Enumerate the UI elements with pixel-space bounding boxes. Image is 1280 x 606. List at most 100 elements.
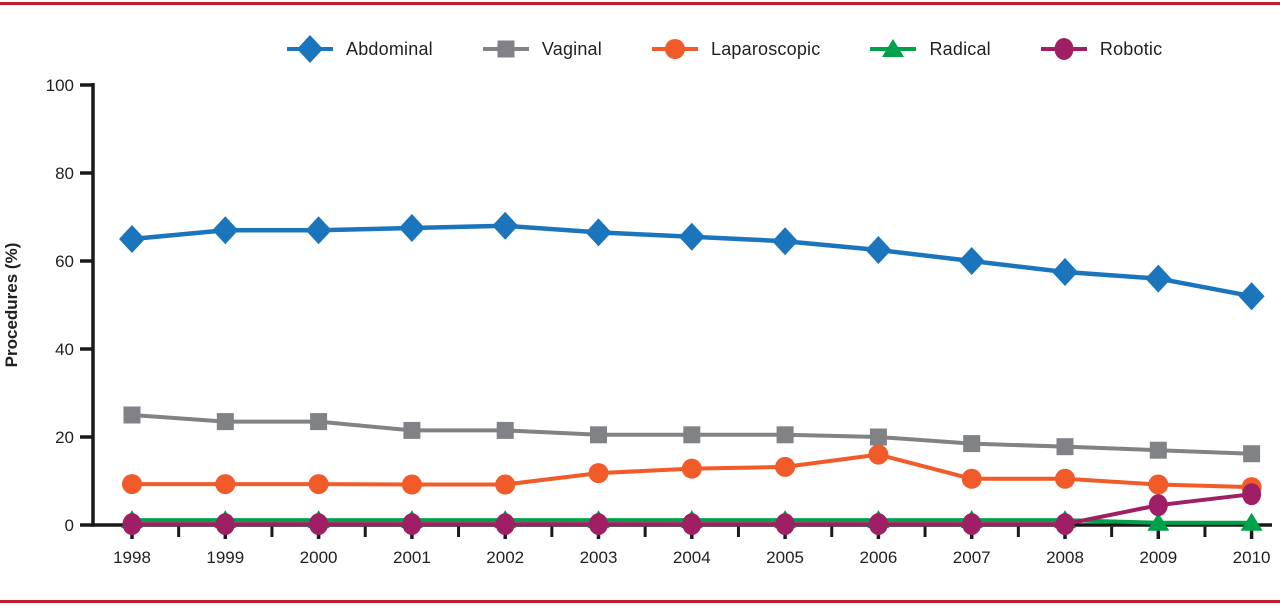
legend-label: Radical bbox=[929, 38, 991, 59]
legend-item-radical: Radical bbox=[870, 34, 991, 64]
legend-label: Robotic bbox=[1099, 38, 1163, 59]
top-border-rule bbox=[0, 2, 1280, 5]
chart-series bbox=[119, 211, 1265, 536]
chart-axes: 0 20 40 60 80 100 1998 1999 2000 2001 2002 2003 2004… bbox=[46, 76, 1272, 567]
x-axis-tick-label: 2007 bbox=[953, 548, 991, 567]
x-axis-tick-label: 2010 bbox=[1233, 548, 1271, 567]
data-point-abdominal-2003 bbox=[585, 218, 612, 247]
legend-marker-triangle-icon bbox=[870, 39, 917, 57]
x-axis-tick-label: 2001 bbox=[393, 548, 431, 567]
data-point-robotic-2003 bbox=[589, 513, 608, 536]
data-point-abdominal-2002 bbox=[492, 211, 519, 240]
data-point-laparoscopic-2002 bbox=[495, 474, 516, 495]
data-point-laparoscopic-2008 bbox=[1055, 468, 1075, 489]
data-point-robotic-2009 bbox=[1148, 494, 1168, 517]
data-point-laparoscopic-2000 bbox=[308, 474, 329, 495]
x-axis-tick-label: 1999 bbox=[206, 548, 244, 567]
data-point-robotic-1998 bbox=[122, 513, 142, 536]
x-axis-tick-label: 2003 bbox=[580, 548, 618, 567]
data-point-vaginal-2002 bbox=[496, 421, 514, 439]
x-axis-tick-label: 1998 bbox=[113, 548, 151, 567]
data-point-robotic-2010 bbox=[1242, 483, 1262, 506]
data-point-laparoscopic-1998 bbox=[122, 474, 142, 495]
data-point-vaginal-1998 bbox=[123, 406, 141, 424]
legend-marker-ellipse-icon bbox=[1040, 38, 1087, 60]
legend-marker-glyph bbox=[297, 35, 323, 63]
x-axis-tick-label: 2005 bbox=[766, 548, 804, 567]
y-axis-tick-label: 60 bbox=[55, 252, 74, 271]
data-point-abdominal-2007 bbox=[958, 247, 985, 275]
legend-label: Abdominal bbox=[346, 38, 433, 59]
data-point-laparoscopic-2006 bbox=[868, 444, 889, 465]
x-axis-tick-label: 2006 bbox=[859, 548, 897, 567]
y-axis-tick-label: 20 bbox=[55, 428, 74, 447]
x-axis-tick-label: 2008 bbox=[1046, 548, 1084, 567]
legend-marker-square-icon bbox=[482, 40, 529, 58]
data-point-laparoscopic-2003 bbox=[588, 463, 609, 484]
data-point-abdominal-2010 bbox=[1238, 282, 1265, 311]
legend-marker-glyph bbox=[664, 39, 685, 59]
data-point-laparoscopic-2007 bbox=[961, 468, 982, 489]
bottom-border-rule bbox=[0, 600, 1280, 603]
legend-label: Laparoscopic bbox=[710, 38, 821, 59]
x-axis-tick-label: 2004 bbox=[673, 548, 711, 567]
legend-marker-glyph bbox=[497, 40, 515, 58]
data-point-vaginal-2005 bbox=[776, 426, 794, 444]
y-axis-tick-label: 0 bbox=[65, 516, 74, 535]
x-axis-tick-label: 2000 bbox=[300, 548, 338, 567]
data-point-abdominal-1999 bbox=[212, 216, 239, 245]
data-point-abdominal-1998 bbox=[119, 225, 145, 253]
legend-marker-glyph bbox=[1054, 38, 1074, 60]
data-point-robotic-1999 bbox=[215, 513, 235, 536]
legend-item-laparoscopic: Laparoscopic bbox=[651, 34, 821, 64]
data-point-abdominal-2001 bbox=[398, 214, 425, 242]
legend-item-robotic: Robotic bbox=[1040, 34, 1163, 64]
data-point-laparoscopic-2005 bbox=[775, 456, 796, 477]
data-point-robotic-2005 bbox=[775, 513, 795, 536]
legend-marker-diamond-icon bbox=[287, 35, 333, 63]
data-point-vaginal-2009 bbox=[1149, 441, 1167, 459]
chart-legend: Abdominal Vaginal Laparoscopic Radical Robot… bbox=[287, 34, 1162, 64]
data-point-abdominal-2008 bbox=[1052, 258, 1078, 286]
data-point-robotic-2008 bbox=[1055, 513, 1075, 536]
y-axis-tick-label: 40 bbox=[55, 340, 74, 359]
y-axis-title: Procedures (%) bbox=[2, 243, 21, 368]
data-point-robotic-2002 bbox=[495, 513, 515, 536]
legend-marker-glyph bbox=[882, 39, 905, 57]
data-point-vaginal-2004 bbox=[683, 426, 701, 444]
data-point-robotic-2007 bbox=[962, 513, 982, 536]
data-point-abdominal-2005 bbox=[772, 227, 799, 256]
legend-label: Vaginal bbox=[541, 38, 602, 59]
data-point-vaginal-2003 bbox=[590, 426, 607, 444]
data-point-laparoscopic-2009 bbox=[1148, 474, 1169, 495]
data-point-robotic-2004 bbox=[682, 513, 702, 536]
y-axis-tick-label: 80 bbox=[55, 164, 74, 183]
data-point-vaginal-1999 bbox=[216, 413, 234, 431]
data-point-robotic-2006 bbox=[868, 513, 888, 536]
data-point-radical-2009 bbox=[1147, 512, 1170, 531]
x-axis-tick-label: 2009 bbox=[1139, 548, 1177, 567]
data-point-laparoscopic-2004 bbox=[681, 458, 702, 479]
data-point-robotic-2000 bbox=[309, 513, 329, 536]
legend-item-vaginal: Vaginal bbox=[482, 34, 602, 64]
legend-marker-circle-icon bbox=[651, 39, 698, 59]
data-point-vaginal-2000 bbox=[310, 413, 328, 431]
data-point-vaginal-2008 bbox=[1056, 438, 1074, 456]
data-point-laparoscopic-1999 bbox=[215, 474, 236, 495]
data-point-abdominal-2004 bbox=[678, 222, 705, 251]
data-point-abdominal-2000 bbox=[305, 216, 332, 245]
data-point-abdominal-2009 bbox=[1145, 264, 1172, 293]
data-point-vaginal-2006 bbox=[869, 428, 887, 446]
data-point-laparoscopic-2001 bbox=[401, 474, 422, 495]
data-point-vaginal-2001 bbox=[403, 421, 421, 439]
data-point-vaginal-2010 bbox=[1243, 445, 1261, 463]
y-axis-tick-label: 100 bbox=[46, 76, 74, 95]
data-point-vaginal-2007 bbox=[963, 435, 981, 453]
x-axis-tick-label: 2002 bbox=[486, 548, 524, 567]
data-point-robotic-2001 bbox=[402, 513, 422, 536]
data-point-radical-2010 bbox=[1240, 512, 1263, 531]
legend-item-abdominal: Abdominal bbox=[287, 34, 433, 64]
data-point-abdominal-2006 bbox=[865, 236, 892, 264]
